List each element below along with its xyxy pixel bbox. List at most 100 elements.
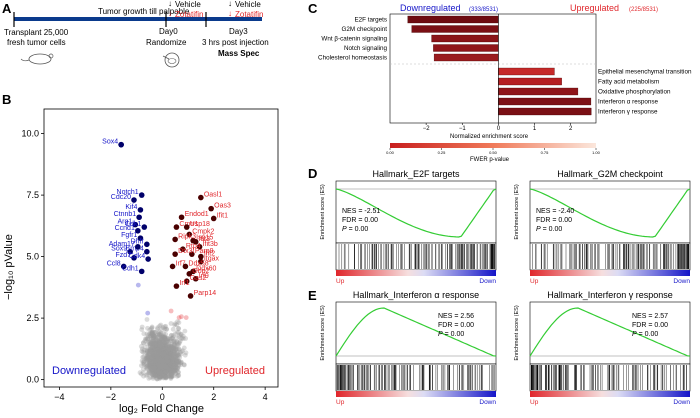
volcano-point — [164, 353, 170, 359]
volcano-point — [179, 314, 184, 320]
volcano-point — [139, 346, 145, 352]
nes-xtick-label: −1 — [459, 126, 467, 132]
volcano-point — [148, 360, 153, 366]
volcano-point — [168, 354, 174, 359]
volcano-point — [170, 359, 175, 364]
volcano-point — [164, 360, 170, 366]
volcano-point — [152, 352, 158, 358]
volcano-point — [157, 350, 163, 356]
volcano-point — [153, 368, 159, 374]
volcano-point — [157, 372, 162, 377]
volcano-point — [170, 363, 176, 369]
volcano-point — [151, 367, 157, 373]
volcano-point — [162, 340, 168, 346]
volcano-point — [169, 365, 174, 371]
volcano-point — [154, 347, 159, 353]
volcano-point — [154, 346, 160, 351]
volcano-point — [162, 355, 168, 361]
volcano-point — [161, 367, 167, 373]
volcano-point — [172, 363, 178, 368]
volcano-point — [145, 325, 150, 331]
volcano-point — [152, 346, 158, 352]
volcano-point — [164, 355, 170, 361]
volcano-point — [165, 336, 171, 341]
volcano-point — [155, 367, 161, 373]
volcano-point — [168, 342, 174, 348]
volcano-point — [166, 365, 172, 370]
volcano-point — [165, 359, 171, 365]
volcano-point — [157, 347, 163, 352]
volcano-point — [176, 358, 182, 363]
volcano-point — [155, 360, 161, 365]
volcano-point — [156, 366, 162, 372]
volcano-point — [150, 342, 156, 347]
volcano-point — [171, 351, 177, 357]
mouse-icon — [20, 53, 54, 65]
volcano-point — [155, 346, 161, 351]
volcano-point — [150, 376, 156, 381]
volcano-point — [158, 351, 164, 357]
volcano-point — [163, 350, 169, 356]
volcano-point — [163, 361, 168, 367]
volcano-down-point — [136, 214, 142, 221]
volcano-point — [160, 362, 166, 367]
volcano-point — [148, 348, 154, 354]
volcano-point — [165, 347, 171, 353]
volcano-point — [151, 358, 157, 363]
volcano-point — [157, 342, 162, 347]
volcano-point — [155, 325, 161, 331]
volcano-point — [172, 359, 177, 365]
volcano-point — [158, 367, 164, 373]
volcano-point — [152, 353, 158, 359]
volcano-point — [151, 359, 157, 365]
volcano-point — [151, 330, 157, 335]
volcano-point — [156, 363, 162, 368]
volcano-point — [164, 363, 170, 368]
volcano-point — [167, 365, 173, 370]
volcano-point — [150, 356, 156, 361]
volcano-point — [175, 360, 180, 365]
volcano-point — [159, 333, 164, 339]
volcano-point — [168, 351, 174, 357]
volcano-point — [153, 360, 159, 366]
volcano-point — [152, 364, 158, 369]
arrow-zotatifin-day3: ↓ — [228, 9, 232, 18]
arrow-zotatifin-day0: ↓ — [168, 9, 172, 18]
volcano-point — [150, 360, 156, 366]
volcano-point — [171, 360, 177, 366]
volcano-point — [166, 371, 171, 376]
volcano-point — [162, 359, 168, 365]
volcano-point — [160, 362, 166, 368]
volcano-point — [162, 357, 168, 363]
volcano-gene-labels: Sox4Notch1Cdc20Kif4Ctnnb1Arg1Ccnd1Fgfr1S… — [102, 139, 231, 299]
volcano-xtick-label: −4 — [54, 392, 64, 402]
volcano-point — [163, 364, 168, 370]
volcano-point — [158, 346, 164, 352]
volcano-point — [152, 370, 158, 375]
gsea-es-frame — [335, 180, 497, 244]
gsea-es-frame — [529, 180, 691, 244]
volcano-point — [156, 352, 162, 357]
volcano-point — [165, 362, 171, 368]
volcano-point — [167, 359, 173, 364]
gsea-rank-bar — [336, 270, 496, 276]
volcano-point — [169, 342, 174, 348]
volcano-point — [161, 358, 167, 364]
volcano-point — [155, 362, 161, 368]
volcano-point — [166, 346, 171, 352]
volcano-point — [169, 370, 175, 376]
volcano-point — [160, 356, 166, 361]
volcano-up-point — [192, 239, 199, 245]
gene-label-up: Rtp4 — [186, 243, 201, 250]
volcano-point — [169, 344, 175, 350]
volcano-point — [156, 356, 162, 362]
volcano-point — [152, 363, 158, 369]
upregulated-label: Upregulated — [205, 365, 265, 377]
volcano-point — [160, 359, 165, 365]
volcano-up-point — [182, 263, 189, 270]
volcano-point — [150, 334, 156, 340]
volcano-point — [153, 362, 159, 368]
volcano-point — [160, 325, 166, 330]
volcano-up-point — [186, 231, 193, 238]
volcano-point — [148, 357, 154, 363]
